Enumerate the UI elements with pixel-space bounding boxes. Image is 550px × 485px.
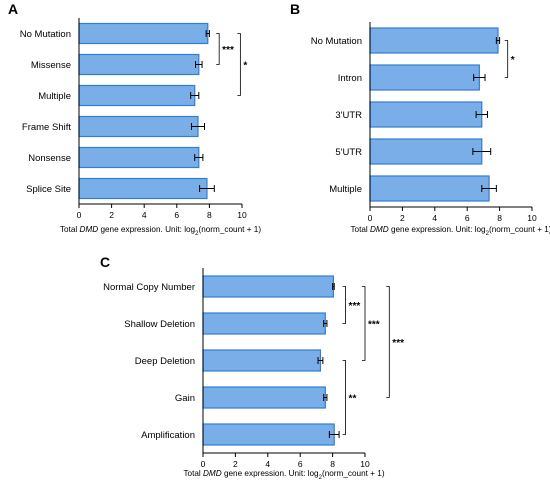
significance-bracket xyxy=(504,40,509,78)
category-label: Multiple xyxy=(38,91,71,102)
x-tick-label: 0 xyxy=(77,210,82,220)
x-tick-label: 6 xyxy=(465,213,470,223)
x-axis-label-part: Total xyxy=(60,225,80,234)
category-label: Normal Copy Number xyxy=(103,282,195,293)
x-tick-label: 0 xyxy=(201,459,206,469)
x-tick-label: 10 xyxy=(360,459,370,469)
x-axis-label-gene: DMD xyxy=(80,225,99,234)
x-tick-label: 4 xyxy=(265,459,270,469)
significance-label: * xyxy=(243,61,247,72)
bar xyxy=(202,349,322,372)
category-label: 5'UTR xyxy=(335,147,362,158)
x-tick-label: 8 xyxy=(207,210,212,220)
bar xyxy=(78,84,196,107)
panel-c: C Normal Copy Number Shallow Deletion Deep … xyxy=(100,254,404,481)
bar xyxy=(369,101,483,128)
bar xyxy=(78,177,208,200)
x-axis-label-part: (norm_count + 1) xyxy=(322,469,385,478)
significance-bracket xyxy=(386,286,390,398)
category-label: Missense xyxy=(31,60,71,71)
x-tick-label: 6 xyxy=(298,459,303,469)
panel-letter: B xyxy=(290,1,300,17)
bar xyxy=(202,386,326,409)
x-tick-label: 2 xyxy=(109,210,114,220)
category-label: No Mutation xyxy=(20,29,71,40)
bar xyxy=(369,138,483,165)
x-axis-label-part: (norm_count + 1) xyxy=(198,225,261,234)
x-axis-label-part: Total xyxy=(350,225,370,234)
bar xyxy=(78,146,200,169)
x-tick-label: 8 xyxy=(497,213,502,223)
bar xyxy=(78,22,209,45)
significance-bracket xyxy=(237,33,241,96)
bar xyxy=(202,312,326,335)
bar xyxy=(78,115,199,138)
x-tick-label: 4 xyxy=(142,210,147,220)
x-tick-label: 2 xyxy=(400,213,405,223)
bar xyxy=(369,64,480,91)
x-axis-label-gene: DMD xyxy=(370,225,389,234)
category-label: Multiple xyxy=(329,184,362,195)
category-label: Frame Shift xyxy=(22,122,71,133)
significance-label: *** xyxy=(222,45,234,56)
x-tick-label: 2 xyxy=(233,459,238,469)
significance-label: *** xyxy=(392,338,404,349)
significance-label: *** xyxy=(349,301,361,312)
significance-label: ** xyxy=(349,394,357,405)
x-tick-label: 4 xyxy=(432,213,437,223)
panel-b: B No Mutation Intron 3'UTR 5'UTR Multiple 0 2 4 6… xyxy=(290,1,550,237)
category-label: Shallow Deletion xyxy=(124,319,195,330)
panel-letter: C xyxy=(100,254,110,270)
bar xyxy=(369,175,490,202)
x-tick-label: 8 xyxy=(330,459,335,469)
category-label: 3'UTR xyxy=(335,110,362,121)
x-axis-label-gene: DMD xyxy=(203,469,222,478)
x-axis-label-subscript: 2 xyxy=(486,231,490,237)
significance-bracket xyxy=(342,360,346,435)
x-axis-label-subscript: 2 xyxy=(195,231,199,237)
bar xyxy=(369,27,499,54)
x-axis-label: Total DMD gene expression. Unit: log2(no… xyxy=(60,225,261,237)
significance-label: * xyxy=(511,55,515,66)
category-label: Gain xyxy=(175,393,195,404)
bar xyxy=(202,275,335,298)
x-axis-label-part: (norm_count + 1) xyxy=(489,225,550,234)
x-tick-label: 6 xyxy=(174,210,179,220)
category-label: Amplification xyxy=(141,430,195,441)
significance-label: *** xyxy=(368,320,380,331)
x-tick-label: 0 xyxy=(368,213,373,223)
category-label: Deep Deletion xyxy=(135,356,195,367)
x-axis-label: Total DMD gene expression. Unit: log2(no… xyxy=(350,225,550,237)
x-tick-label: 10 xyxy=(527,213,537,223)
x-axis-label-part: gene expression. Unit: log xyxy=(98,225,195,234)
significance-bracket xyxy=(216,33,220,65)
x-axis-label: Total DMD gene expression. Unit: log2(no… xyxy=(183,469,384,481)
significance-bracket xyxy=(342,286,346,324)
category-label: Nonsense xyxy=(28,153,71,164)
category-label: Intron xyxy=(338,73,362,84)
x-axis-label-subscript: 2 xyxy=(319,475,323,481)
panel-letter: A xyxy=(8,1,18,17)
significance-bracket xyxy=(362,286,366,361)
category-label: No Mutation xyxy=(311,36,362,47)
bar xyxy=(202,423,335,446)
category-label: Splice Site xyxy=(26,184,71,195)
x-axis-label-part: gene expression. Unit: log xyxy=(222,469,319,478)
x-axis-label-part: gene expression. Unit: log xyxy=(389,225,486,234)
bar xyxy=(78,53,200,76)
x-axis-label-part: Total xyxy=(183,469,203,478)
x-tick-label: 10 xyxy=(237,210,247,220)
panel-a: A No Mutation Missense Multiple Frame Shift N… xyxy=(8,1,261,237)
